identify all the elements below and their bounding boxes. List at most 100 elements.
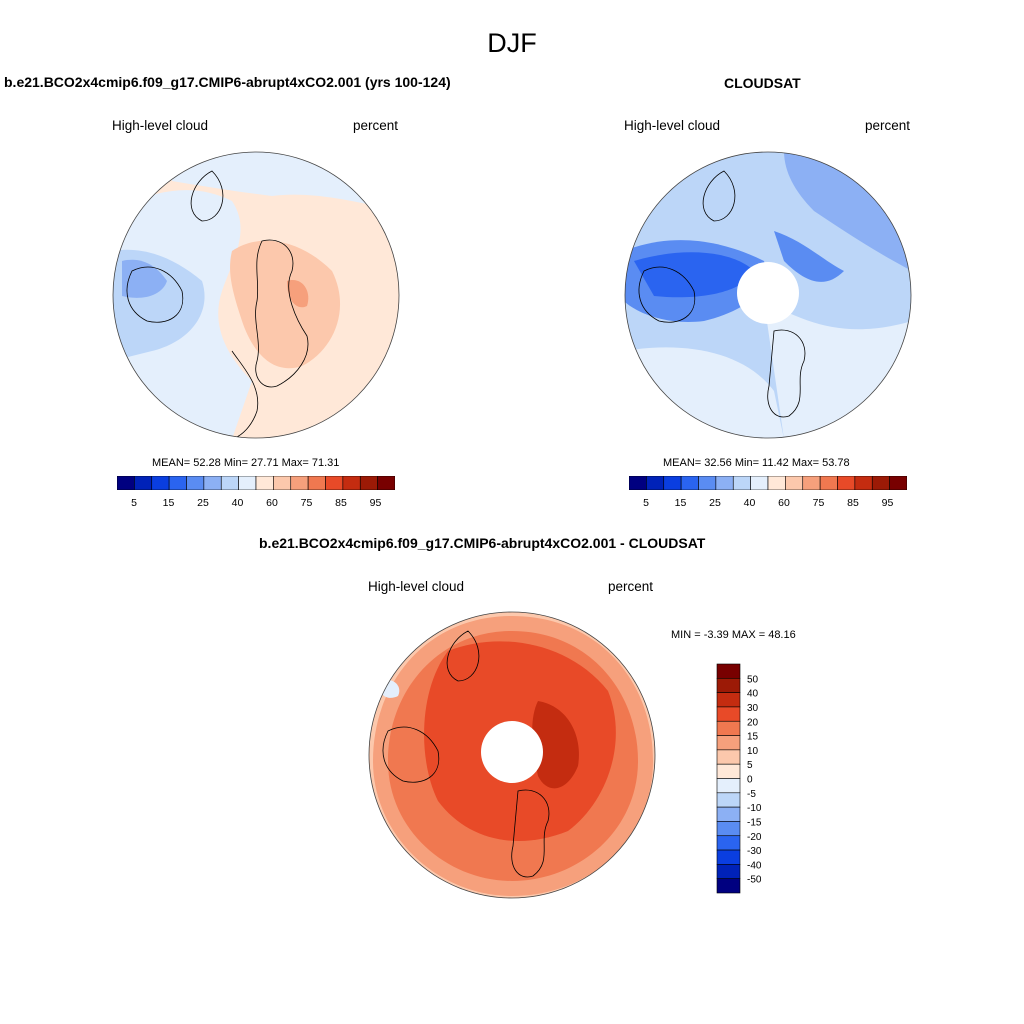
colorbar-swatch [716, 735, 741, 751]
colorbar-swatch [802, 476, 821, 490]
colorbar-swatch [377, 476, 395, 490]
colorbar-swatch [716, 663, 741, 679]
panel-2-variable-label: High-level cloud [624, 118, 721, 133]
page-title: DJF [487, 28, 537, 58]
colorbar-swatch [716, 806, 741, 822]
colorbar-swatch [767, 476, 786, 490]
colorbar-tick-label: 25 [709, 497, 721, 509]
colorbar-swatch [716, 763, 741, 779]
colorbar-swatch [854, 476, 873, 490]
colorbar-tick-label: 30 [747, 703, 759, 714]
colorbar-swatch [325, 476, 344, 490]
colorbar-tick-label: 25 [197, 497, 209, 509]
panel-2-units-label: percent [865, 118, 911, 133]
panel-3-stats: MIN = -3.39 MAX = 48.16 [671, 629, 796, 641]
colorbar-tick-label: 15 [747, 732, 759, 743]
colorbar-tick-label: 75 [813, 497, 825, 509]
colorbar-swatch [732, 476, 751, 490]
colorbar-tick-label: -10 [747, 803, 762, 814]
colorbar-tick-label: 5 [131, 497, 137, 509]
colorbar-tick-label: 75 [301, 497, 313, 509]
panel-3-units-label: percent [608, 579, 654, 594]
colorbar-tick-label: 95 [882, 497, 894, 509]
colorbar-tick-label: 95 [370, 497, 382, 509]
panel-1-title: b.e21.BCO2x4cmip6.f09_g17.CMIP6-abrupt4x… [4, 74, 451, 90]
colorbar-swatch [716, 778, 741, 794]
colorbar-tick-label: 40 [744, 497, 756, 509]
colorbar-swatch [646, 476, 665, 490]
panel-1-colorbar [117, 476, 395, 490]
colorbar-swatch [290, 476, 309, 490]
colorbar-tick-label: -20 [747, 832, 762, 843]
colorbar-tick-label: 40 [232, 497, 244, 509]
colorbar-swatch [871, 476, 890, 490]
colorbar-tick-label: 0 [747, 775, 753, 786]
colorbar-swatch [342, 476, 361, 490]
panel-1-colorbar-ticks: 5 15 25 40 60 75 85 95 [131, 497, 382, 509]
colorbar-swatch [680, 476, 699, 490]
colorbar-swatch [715, 476, 734, 490]
panel-3-variable-label: High-level cloud [368, 579, 465, 594]
colorbar-tick-label: 60 [778, 497, 790, 509]
colorbar-swatch [629, 476, 647, 490]
colorbar-swatch [716, 692, 741, 708]
colorbar-tick-label: 20 [747, 717, 759, 728]
colorbar-swatch [186, 476, 205, 490]
panel-1-polar-map [112, 151, 400, 439]
colorbar-tick-label: -30 [747, 846, 762, 857]
colorbar-swatch [716, 678, 741, 693]
colorbar-tick-label: 5 [747, 760, 753, 771]
panel-3-polar-map [368, 611, 656, 899]
panel-1-units-label: percent [353, 118, 399, 133]
colorbar-swatch [359, 476, 378, 490]
colorbar-swatch [716, 821, 741, 837]
colorbar-tick-label: -50 [747, 875, 762, 886]
panel-1-variable-label: High-level cloud [112, 118, 209, 133]
colorbar-swatch [716, 864, 741, 879]
colorbar-swatch [238, 476, 257, 490]
colorbar-tick-label: 15 [675, 497, 687, 509]
colorbar-swatch [698, 476, 717, 490]
panel-2-colorbar [629, 476, 907, 490]
panel-3-title: b.e21.BCO2x4cmip6.f09_g17.CMIP6-abrupt4x… [259, 535, 706, 551]
colorbar-swatch [716, 835, 741, 851]
colorbar-swatch [255, 476, 274, 490]
colorbar-swatch [151, 476, 170, 490]
colorbar-swatch [716, 792, 741, 808]
colorbar-tick-label: -40 [747, 860, 762, 871]
colorbar-swatch [273, 476, 292, 490]
colorbar-swatch [716, 878, 741, 894]
colorbar-swatch [220, 476, 239, 490]
colorbar-swatch [716, 720, 741, 736]
colorbar-tick-label: 60 [266, 497, 278, 509]
panel-2-title: CLOUDSAT [724, 75, 801, 91]
colorbar-swatch [203, 476, 222, 490]
colorbar-swatch [307, 476, 326, 490]
colorbar-tick-label: 5 [643, 497, 649, 509]
colorbar-swatch [134, 476, 153, 490]
colorbar-tick-label: 85 [847, 497, 859, 509]
colorbar-swatch [716, 749, 741, 765]
colorbar-swatch [819, 476, 838, 490]
colorbar-swatch [117, 476, 135, 490]
colorbar-swatch [889, 476, 907, 490]
colorbar-tick-label: 50 [747, 674, 759, 685]
colorbar-tick-label: -15 [747, 817, 762, 828]
colorbar-swatch [663, 476, 682, 490]
panel-2-stats: MEAN= 32.56 Min= 11.42 Max= 53.78 [663, 457, 850, 469]
panel-1-stats: MEAN= 52.28 Min= 27.71 Max= 71.31 [152, 457, 340, 469]
panel-2-polar-map [624, 151, 912, 439]
colorbar-tick-label: 10 [747, 746, 759, 757]
colorbar-swatch [785, 476, 804, 490]
colorbar-tick-label: -5 [747, 789, 756, 800]
colorbar-tick-label: 15 [163, 497, 175, 509]
colorbar-tick-label: 85 [335, 497, 347, 509]
colorbar-swatch [837, 476, 856, 490]
colorbar-swatch [716, 706, 741, 722]
colorbar-swatch [716, 849, 741, 865]
colorbar-swatch [750, 476, 769, 490]
colorbar-swatch [168, 476, 187, 490]
panel-2-colorbar-ticks: 5 15 25 40 60 75 85 95 [643, 497, 894, 509]
colorbar-tick-label: 40 [747, 689, 759, 700]
